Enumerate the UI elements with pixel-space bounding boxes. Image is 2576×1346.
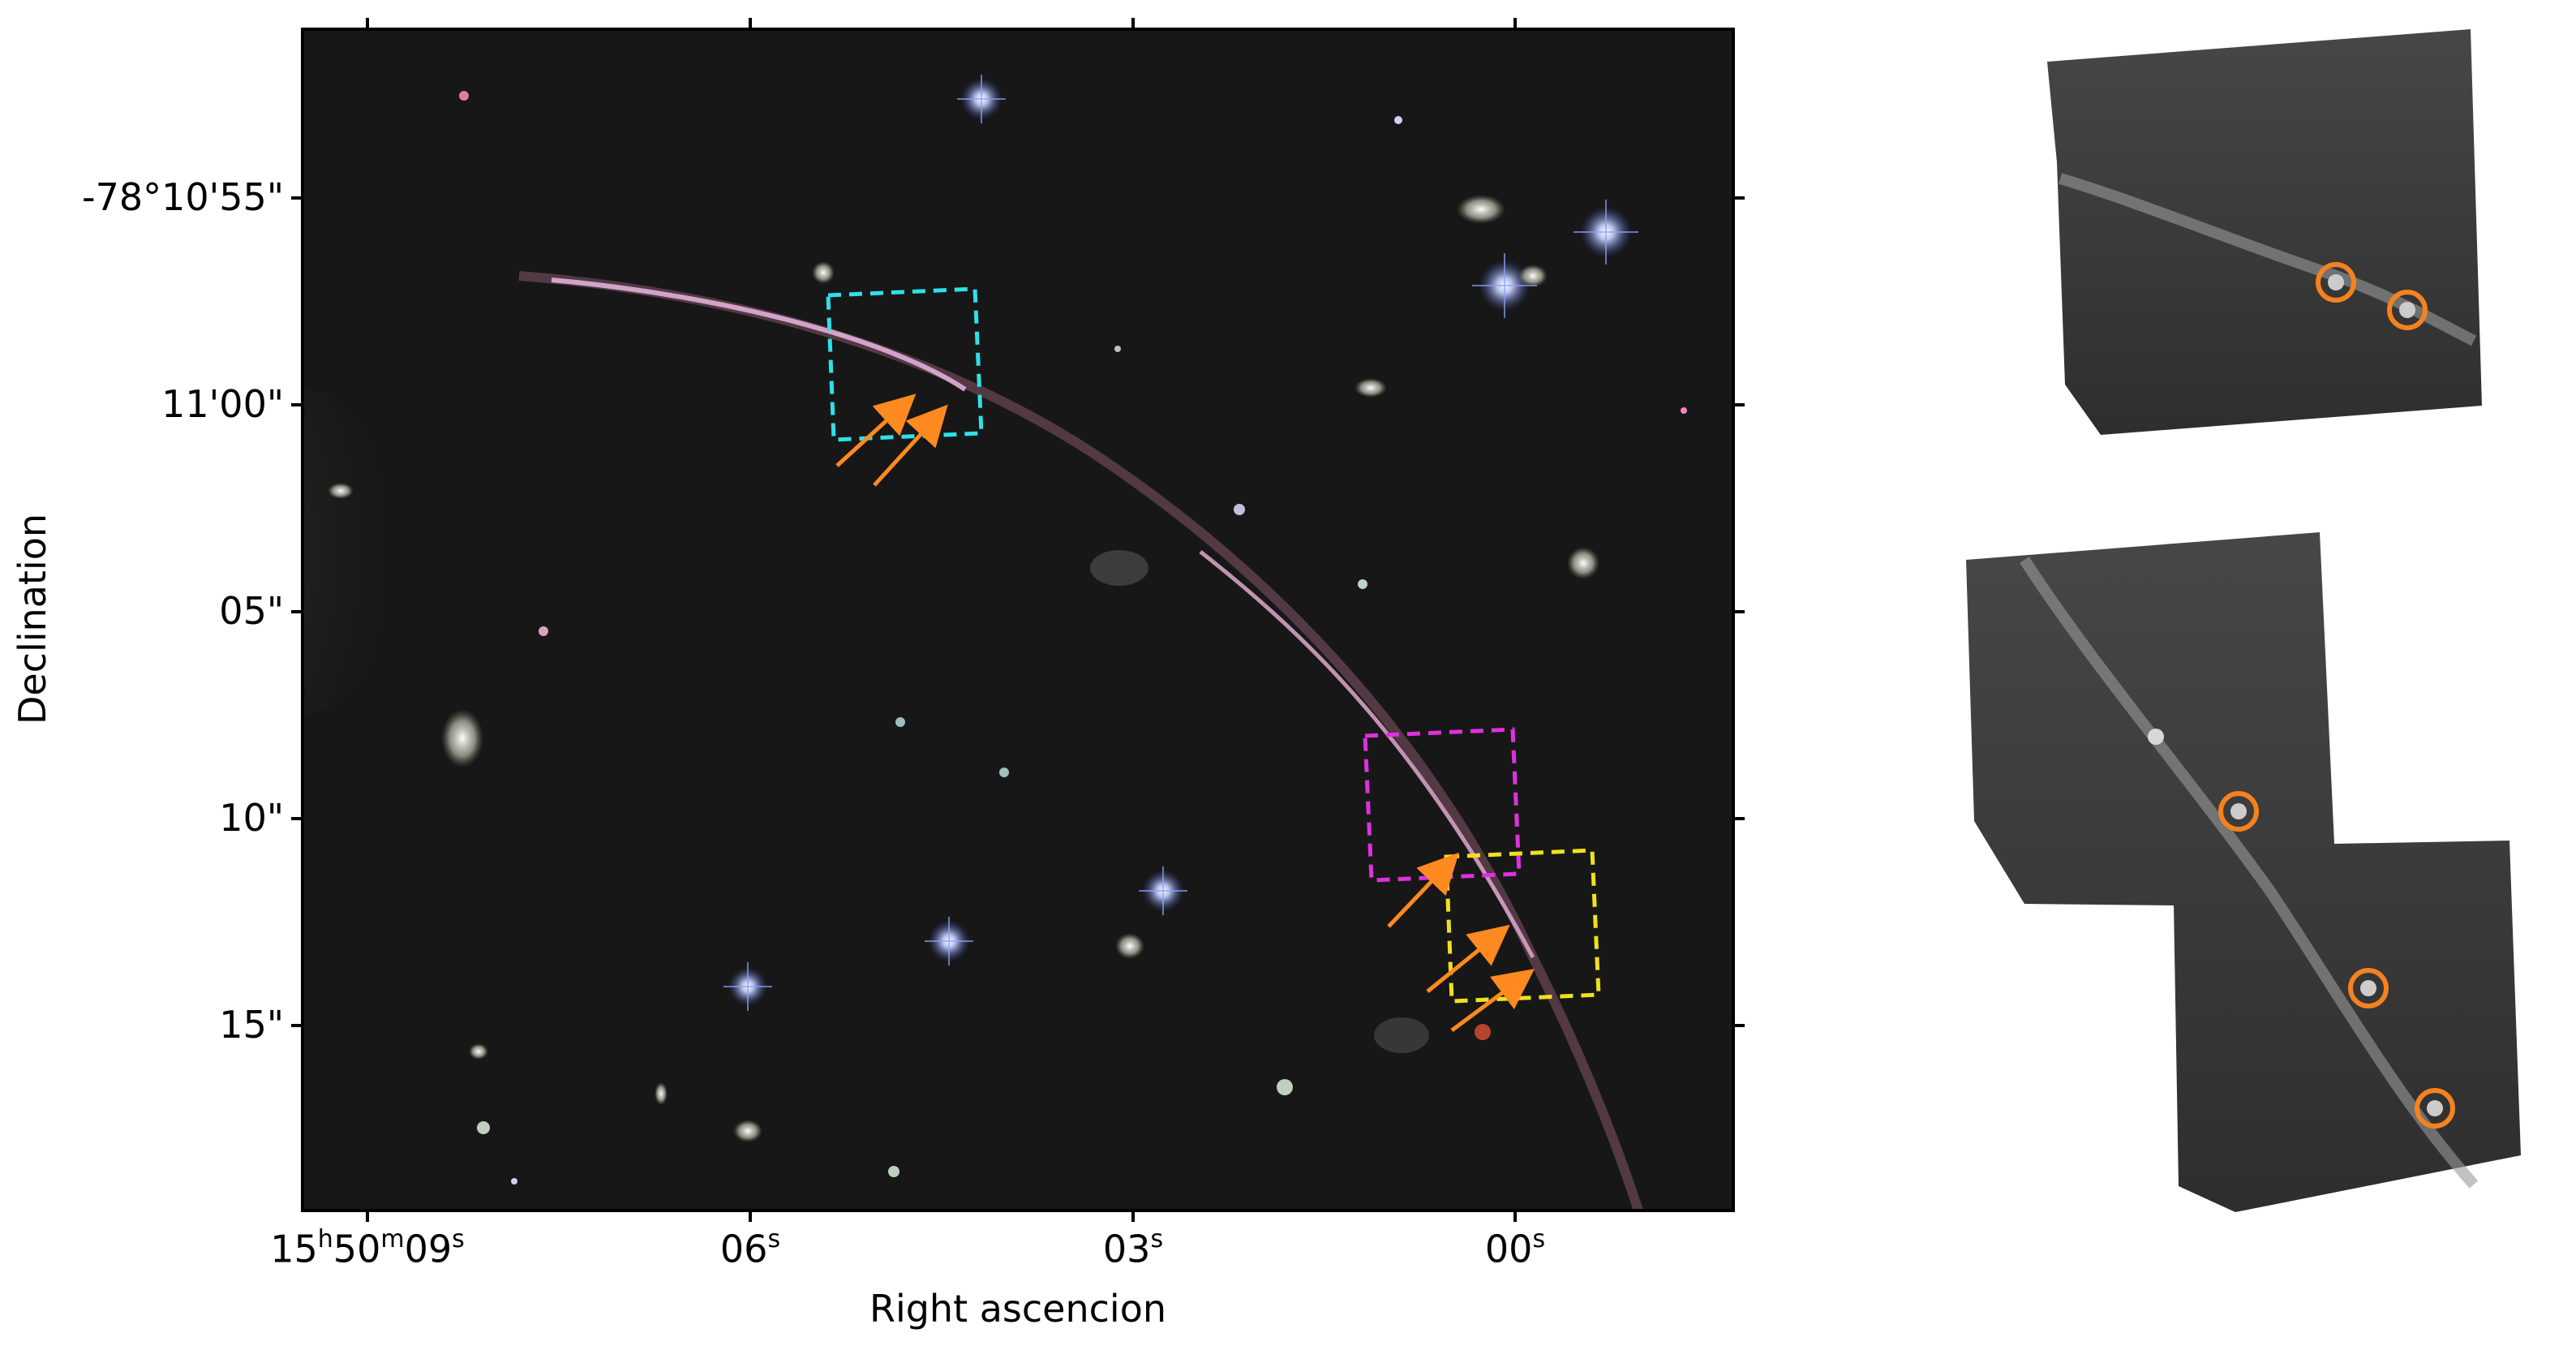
- x-tick-label: 00s: [1484, 1225, 1546, 1271]
- marker-circle: [2387, 290, 2428, 330]
- y-tick-label: 05": [219, 589, 284, 633]
- main-image: [291, 18, 1745, 1222]
- top-inset: [2047, 29, 2482, 435]
- galaxies: [328, 91, 1687, 1185]
- y-tick-label: 11'00": [161, 382, 284, 426]
- y-tick-label: 10": [219, 796, 284, 840]
- arrow-3: [1387, 852, 1459, 928]
- y-tick-label: 15": [219, 1003, 284, 1047]
- arrow-1: [835, 393, 917, 467]
- marker-circle: [2316, 262, 2356, 303]
- bottom-inset: [1966, 532, 2521, 1212]
- arrow-5: [1450, 969, 1535, 1033]
- arrow-2: [873, 404, 948, 487]
- arrows: [835, 393, 1535, 1033]
- y-tick-label: -78°10'55": [81, 175, 284, 219]
- x-tick-label: 03s: [1102, 1225, 1164, 1271]
- magenta-box: [1363, 727, 1522, 883]
- marker-circle: [2218, 791, 2259, 832]
- x-tick-label: 06s: [719, 1225, 781, 1271]
- x-axis-title: Right ascencion: [869, 1287, 1167, 1331]
- marker-circle: [2415, 1088, 2455, 1129]
- arrow-4: [1426, 924, 1510, 993]
- plot-frame: [301, 28, 1735, 1212]
- x-tick-label: 15h50m09s: [270, 1225, 465, 1271]
- yellow-box: [1444, 848, 1601, 1004]
- tick-marks: [291, 18, 1745, 1222]
- cyan-box: [826, 286, 984, 442]
- y-axis-title: Declination: [11, 513, 54, 725]
- marker-circle: [2348, 968, 2389, 1008]
- bright-stars: [723, 75, 1638, 1011]
